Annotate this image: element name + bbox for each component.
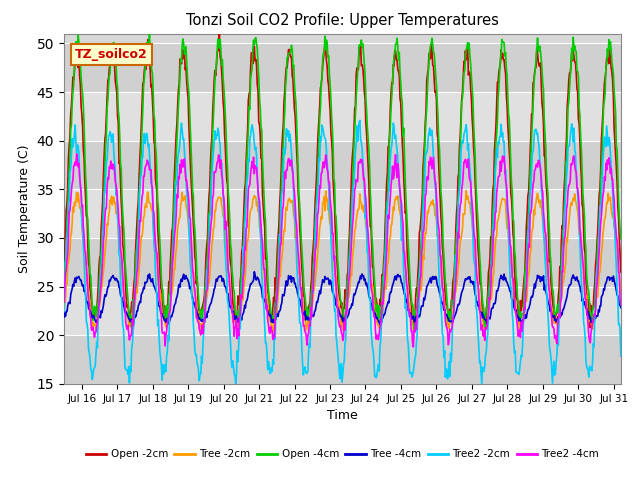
Tree -4cm [387,289,395,295]
Bar [64,43,621,92]
Tree -4cm [310,313,317,319]
Tree2 -4cm [617,302,625,308]
Line: Tree2 -2cm: Tree2 -2cm [64,120,621,384]
Tree2 -2cm [387,155,394,160]
Bar [64,336,621,384]
Tree2 -4cm [167,290,175,296]
Tree -2cm [166,300,174,306]
Tree -2cm [60,308,68,313]
Tree -2cm [415,295,423,301]
Tree2 -4cm [416,277,424,283]
Tree2 -4cm [387,193,394,199]
Tree -4cm [166,315,174,321]
Text: TZ_soilco2: TZ_soilco2 [75,48,148,61]
Line: Tree2 -4cm: Tree2 -4cm [64,154,621,347]
Tree2 -2cm [415,277,423,283]
Open -4cm [416,252,424,258]
Tree -2cm [196,330,204,336]
Tree -4cm [244,289,252,295]
Tree2 -2cm [60,309,68,314]
X-axis label: Time: Time [327,409,358,422]
Tree2 -4cm [245,183,253,189]
Open -2cm [60,258,68,264]
Tree -4cm [250,269,258,275]
Title: Tonzi Soil CO2 Profile: Upper Temperatures: Tonzi Soil CO2 Profile: Upper Temperatur… [186,13,499,28]
Open -2cm [416,226,424,232]
Tree2 -2cm [244,156,252,162]
Open -4cm [387,122,394,128]
Open -4cm [146,31,154,36]
Line: Open -4cm: Open -4cm [64,34,621,330]
Legend: Open -2cm, Tree -2cm, Open -4cm, Tree -4cm, Tree2 -2cm, Tree2 -4cm: Open -2cm, Tree -2cm, Open -4cm, Tree -4… [81,445,604,464]
Line: Tree -2cm: Tree -2cm [64,191,621,333]
Bar [64,287,621,336]
Open -2cm [502,91,510,97]
Tree -4cm [502,278,510,284]
Tree2 -4cm [502,181,510,187]
Tree2 -2cm [309,290,317,296]
Bar [64,141,621,189]
Open -2cm [166,262,174,267]
Open -2cm [410,325,418,331]
Open -4cm [617,236,625,241]
Line: Tree -4cm: Tree -4cm [64,272,621,324]
Open -4cm [167,273,175,279]
Open -4cm [410,327,418,333]
Tree2 -4cm [60,299,68,305]
Bar [64,238,621,287]
Tree2 -4cm [310,271,317,277]
Tree -4cm [617,305,625,311]
Open -2cm [387,105,394,111]
Tree2 -2cm [478,381,486,387]
Tree -4cm [376,322,384,327]
Open -4cm [310,258,317,264]
Tree2 -4cm [410,344,417,350]
Open -2cm [245,91,253,97]
Tree2 -2cm [356,118,364,123]
Tree -2cm [310,288,317,293]
Open -4cm [245,104,253,109]
Tree -4cm [60,314,68,320]
Open -4cm [502,64,510,70]
Bar [64,189,621,238]
Open -2cm [310,236,317,241]
Tree2 -2cm [166,303,174,309]
Tree -2cm [462,188,470,193]
Tree -2cm [245,222,253,228]
Open -4cm [60,275,68,281]
Tree -2cm [387,235,394,240]
Tree2 -2cm [502,181,510,187]
Line: Open -2cm: Open -2cm [64,34,621,328]
Open -2cm [617,269,625,275]
Tree -4cm [416,312,424,317]
Bar [64,92,621,141]
Tree2 -2cm [617,353,625,359]
Open -2cm [216,31,223,36]
Tree2 -4cm [73,151,81,157]
Tree -2cm [617,290,625,296]
Y-axis label: Soil Temperature (C): Soil Temperature (C) [18,144,31,273]
Tree -2cm [502,216,510,221]
